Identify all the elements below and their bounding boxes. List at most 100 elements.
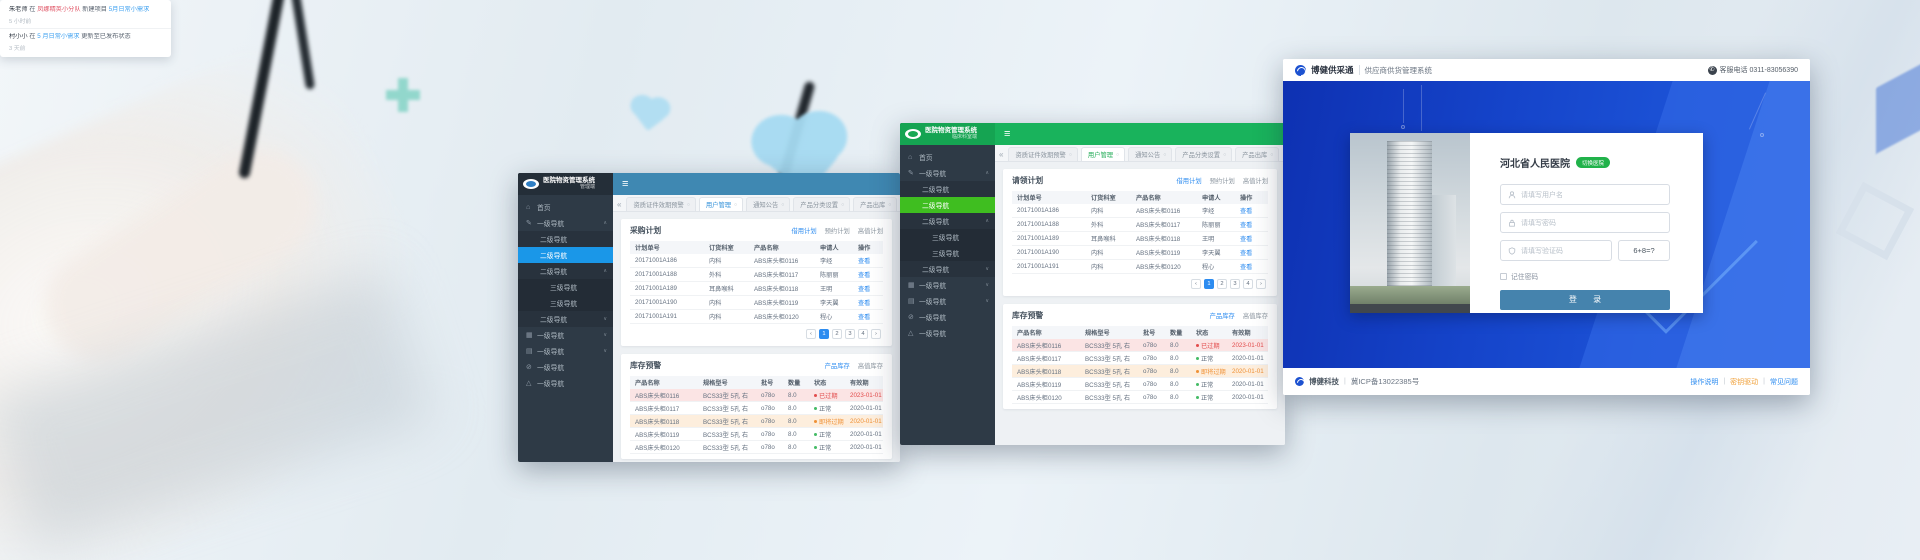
table-row: 20171001A190 内科 ABS床头柜0119 李天翼 查看 xyxy=(1012,246,1268,260)
cell: 李经 xyxy=(1202,208,1215,215)
app-subtitle: 管理端 xyxy=(579,184,595,190)
page-button-›[interactable]: › xyxy=(871,329,881,339)
view-link[interactable]: 查看 xyxy=(858,300,871,307)
footer-link-常见问题[interactable]: 常见问题 xyxy=(1770,378,1798,386)
card-link-高值库存[interactable]: 高值库存 xyxy=(1242,313,1268,320)
page-button-4[interactable]: 4 xyxy=(858,329,868,339)
tab-资质证件效期预警[interactable]: 资质证件效期预警 ○ xyxy=(1008,147,1078,161)
view-link[interactable]: 查看 xyxy=(1240,236,1253,243)
page-button-3[interactable]: 3 xyxy=(845,329,855,339)
card-link-产品库存[interactable]: 产品库存 xyxy=(824,363,850,370)
password-field[interactable]: 请填写密码 xyxy=(1500,212,1670,233)
card-link-高值计划[interactable]: 高值计划 xyxy=(1242,178,1268,185)
card-link-高值计划[interactable]: 高值计划 xyxy=(857,228,883,235)
switch-hospital-badge[interactable]: 切换医院 xyxy=(1576,157,1611,168)
page-button-1[interactable]: 1 xyxy=(1204,279,1214,289)
sidebar-item-二级导航[interactable]: 二级导航 xyxy=(900,181,995,197)
cell: ABS床头柜0117 xyxy=(1017,355,1062,363)
username-placeholder: 请填写用户名 xyxy=(1521,191,1563,199)
page-button-‹[interactable]: ‹ xyxy=(806,329,816,339)
sidebar-item-二级导航[interactable]: 二级导航 ∨ xyxy=(518,311,613,327)
tab-用户管理[interactable]: 用户管理 ○ xyxy=(1080,147,1126,161)
card-link-借用计划[interactable]: 借用计划 xyxy=(1176,178,1202,185)
page-button-›[interactable]: › xyxy=(1256,279,1266,289)
view-link[interactable]: 查看 xyxy=(858,314,871,321)
sidebar-item-一级导航[interactable]: ▦ 一级导航 ∨ xyxy=(518,327,613,343)
sidebar-item-三级导航[interactable]: 三级导航 xyxy=(900,229,995,245)
card-link-预约计划[interactable]: 预约计划 xyxy=(824,228,850,235)
captcha-field[interactable]: 请填写验证码 xyxy=(1500,240,1612,261)
sidebar-item-一级导航[interactable]: ⊘ 一级导航 xyxy=(900,309,995,325)
status-label: 正常 xyxy=(819,431,832,439)
page-button-2[interactable]: 2 xyxy=(832,329,842,339)
page-button-3[interactable]: 3 xyxy=(1230,279,1240,289)
sidebar-item-二级导航[interactable]: 二级导航 ∧ xyxy=(900,213,995,229)
card-link-高值库存[interactable]: 高值库存 xyxy=(857,363,883,370)
cell: 程心 xyxy=(820,314,833,321)
sidebar-item-三级导航[interactable]: 三级导航 xyxy=(518,279,613,295)
sidebar-item-二级导航[interactable]: 二级导航 ∨ xyxy=(900,261,995,277)
status-dot-icon xyxy=(1196,382,1199,386)
sidebar-item-label: 一级导航 xyxy=(919,283,947,290)
view-link[interactable]: 查看 xyxy=(1240,250,1253,257)
footer-link-操作说明[interactable]: 操作说明 xyxy=(1690,378,1719,386)
view-link[interactable]: 查看 xyxy=(1240,222,1253,229)
table-row: ABS床头柜0119 BCS33型 5孔 右 o78o 8.0 正常 2020-01-01 xyxy=(630,428,883,441)
sidebar-item-二级导航[interactable]: 二级导航 xyxy=(518,231,613,247)
sidebar-item-首页[interactable]: ⌂ 首页 xyxy=(900,149,995,165)
captcha-question[interactable]: 6+8=? xyxy=(1618,240,1670,261)
sidebar-item-一级导航[interactable]: △ 一级导航 xyxy=(518,375,613,391)
sidebar-item-首页[interactable]: ⌂ 首页 xyxy=(518,199,613,215)
feed-link[interactable]: 5 月日常小需求 xyxy=(37,33,80,40)
card-link-产品库存[interactable]: 产品库存 xyxy=(1209,313,1235,320)
card-links: 借用计划 预约计划 高值计划 xyxy=(1176,176,1268,185)
sidebar-item-二级导航[interactable]: 二级导航 ∧ xyxy=(518,263,613,279)
expiry-date: 2020-01-01 xyxy=(850,417,882,425)
view-link[interactable]: 查看 xyxy=(858,258,871,265)
tab-产品分类设置[interactable]: 产品分类设置 ○ xyxy=(793,197,851,211)
status-dot-icon xyxy=(1196,343,1199,347)
feed-link[interactable]: 凤娜精英小分队 xyxy=(37,6,81,13)
sidebar-item-一级导航[interactable]: △ 一级导航 xyxy=(900,325,995,341)
remember-checkbox[interactable] xyxy=(1500,272,1507,280)
collapse-tabs-icon[interactable]: « xyxy=(999,150,1004,159)
feed-link[interactable]: 5月日常小需求 xyxy=(108,6,150,13)
sidebar-item-一级导航[interactable]: ✎ 一级导航 ∧ xyxy=(900,165,995,181)
sidebar-item-一级导航[interactable]: ▤ 一级导航 ∨ xyxy=(900,293,995,309)
column-header: 订货科室 xyxy=(709,245,734,252)
tab-通知公告[interactable]: 通知公告 ○ xyxy=(746,197,791,211)
collapse-tabs-icon[interactable]: « xyxy=(617,200,622,209)
tab-通知公告[interactable]: 通知公告 ○ xyxy=(1128,147,1173,161)
sidebar-item-二级导航[interactable]: 二级导航 xyxy=(518,247,613,263)
username-field[interactable]: 请填写用户名 xyxy=(1500,184,1670,205)
page-button-4[interactable]: 4 xyxy=(1243,279,1253,289)
tab-资质证件效期预警[interactable]: 资质证件效期预警 ○ xyxy=(626,197,696,211)
login-button[interactable]: 登 录 xyxy=(1500,290,1670,310)
sidebar-item-一级导航[interactable]: ▦ 一级导航 ∨ xyxy=(900,277,995,293)
cell: BCS33型 5孔 右 xyxy=(703,418,749,426)
page-button-‹[interactable]: ‹ xyxy=(1191,279,1201,289)
view-link[interactable]: 查看 xyxy=(1240,208,1253,215)
tab-产品出库[interactable]: 产品出库 ○ xyxy=(853,197,898,211)
sidebar-item-三级导航[interactable]: 三级导航 xyxy=(518,295,613,311)
page-button-1[interactable]: 1 xyxy=(819,329,829,339)
edit-icon: ✎ xyxy=(908,170,914,177)
hamburger-icon[interactable]: ≡ xyxy=(1004,128,1011,140)
sidebar-item-一级导航[interactable]: ⊘ 一级导航 xyxy=(518,359,613,375)
sidebar-item-二级导航[interactable]: 二级导航 xyxy=(900,197,995,213)
tab-产品出库[interactable]: 产品出库 ○ xyxy=(1235,147,1280,161)
sidebar-item-三级导航[interactable]: 三级导航 xyxy=(900,245,995,261)
hamburger-icon[interactable]: ≡ xyxy=(622,178,629,190)
tab-用户管理[interactable]: 用户管理 ○ xyxy=(698,197,744,211)
view-link[interactable]: 查看 xyxy=(858,272,871,279)
card-link-借用计划[interactable]: 借用计划 xyxy=(791,228,817,235)
circuit-line xyxy=(1421,85,1422,131)
page-button-2[interactable]: 2 xyxy=(1217,279,1227,289)
card-link-预约计划[interactable]: 预约计划 xyxy=(1209,178,1235,185)
tab-产品分类设置[interactable]: 产品分类设置 ○ xyxy=(1175,147,1233,161)
view-link[interactable]: 查看 xyxy=(858,286,871,293)
sidebar-item-一级导航[interactable]: ✎ 一级导航 ∧ xyxy=(518,215,613,231)
footer-link-密钥驱动[interactable]: 密钥驱动 xyxy=(1730,378,1759,386)
view-link[interactable]: 查看 xyxy=(1240,264,1253,271)
sidebar-item-一级导航[interactable]: ▤ 一级导航 ∨ xyxy=(518,343,613,359)
